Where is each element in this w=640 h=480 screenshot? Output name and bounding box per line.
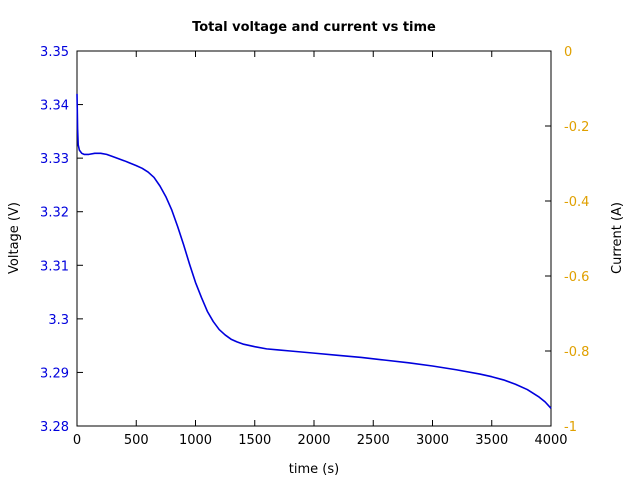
y2-axis-label: Current (A) xyxy=(610,202,625,274)
x-axis-ticks: 0 500 1000 1500 2000 2500 3000 3500 4000 xyxy=(73,51,568,448)
y2-tick-label: -0.6 xyxy=(564,270,589,285)
x-tick-label: 2000 xyxy=(297,433,330,448)
y-tick-label: 3.3 xyxy=(48,313,69,328)
x-tick-label: 2500 xyxy=(357,433,390,448)
x-axis-label: time (s) xyxy=(289,462,339,477)
y-tick-label: 3.34 xyxy=(40,99,69,114)
x-tick-label: 0 xyxy=(73,433,81,448)
x-tick-label: 3000 xyxy=(416,433,449,448)
y-axis-label: Voltage (V) xyxy=(7,202,22,274)
x-tick-label: 500 xyxy=(124,433,149,448)
y2-tick-label: -0.8 xyxy=(564,345,589,360)
x-tick-label: 1500 xyxy=(238,433,271,448)
x-tick-label: 1000 xyxy=(179,433,212,448)
series-line-voltage xyxy=(76,93,552,409)
y-tick-label: 3.29 xyxy=(40,366,69,381)
y2-axis-ticks: 0 -0.2 -0.4 -0.6 -0.8 -1 xyxy=(545,45,589,435)
y-tick-label: 3.28 xyxy=(40,420,69,435)
y-tick-label: 3.35 xyxy=(40,45,69,60)
chart-title: Total voltage and current vs time xyxy=(192,20,436,35)
series-layer xyxy=(76,93,552,409)
y-tick-label: 3.31 xyxy=(40,259,69,274)
y-axis-ticks: 3.28 3.29 3.3 3.31 3.32 3.33 3.34 3.35 xyxy=(40,45,83,435)
x-tick-label: 4000 xyxy=(534,433,567,448)
y-tick-label: 3.32 xyxy=(40,206,69,221)
y2-tick-label: 0 xyxy=(564,45,572,60)
y2-tick-label: -1 xyxy=(564,420,577,435)
y2-tick-label: -0.2 xyxy=(564,120,589,135)
plot-area-frame xyxy=(76,50,552,427)
y2-tick-label: -0.4 xyxy=(564,195,589,210)
y-tick-label: 3.33 xyxy=(40,152,69,167)
x-tick-label: 3500 xyxy=(475,433,508,448)
